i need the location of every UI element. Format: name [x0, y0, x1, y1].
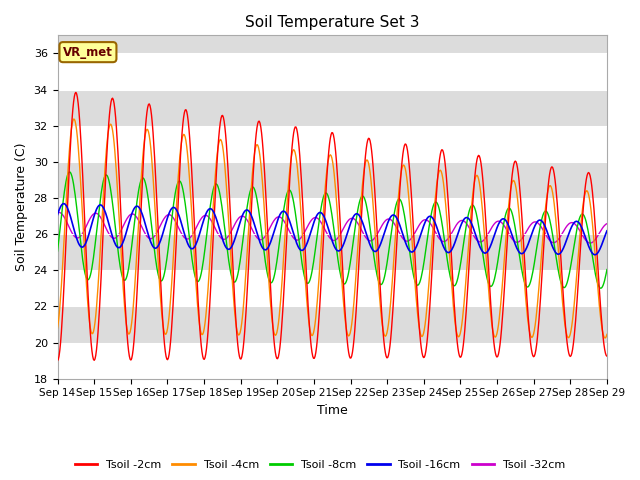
Tsoil -2cm: [177, 152, 184, 158]
Tsoil -8cm: [400, 208, 408, 214]
Bar: [58, 90, 607, 126]
Bar: [58, 234, 607, 270]
Line: Tsoil -16cm: Tsoil -16cm: [58, 204, 607, 255]
Line: Tsoil -4cm: Tsoil -4cm: [58, 119, 607, 338]
Tsoil -32cm: [177, 229, 184, 235]
Tsoil -32cm: [54, 210, 61, 216]
Tsoil -32cm: [400, 237, 408, 242]
Tsoil -16cm: [591, 252, 598, 258]
Tsoil -32cm: [416, 221, 424, 227]
Tsoil -4cm: [177, 147, 184, 153]
Bar: [58, 53, 607, 90]
Tsoil -8cm: [54, 248, 61, 254]
Bar: [58, 343, 607, 379]
Tsoil -16cm: [54, 212, 61, 217]
Tsoil -4cm: [70, 116, 77, 122]
Tsoil -16cm: [65, 207, 72, 213]
Tsoil -16cm: [416, 235, 424, 240]
Tsoil -2cm: [400, 146, 408, 152]
Tsoil -2cm: [603, 353, 611, 359]
Tsoil -8cm: [121, 277, 129, 283]
Bar: [58, 198, 607, 234]
Bar: [58, 270, 607, 306]
Tsoil -2cm: [54, 358, 61, 363]
Tsoil -4cm: [121, 306, 129, 312]
Tsoil -4cm: [400, 162, 408, 168]
Tsoil -4cm: [602, 335, 609, 341]
Tsoil -32cm: [65, 222, 72, 228]
Line: Tsoil -2cm: Tsoil -2cm: [58, 93, 607, 360]
Tsoil -32cm: [55, 210, 63, 216]
Tsoil -8cm: [603, 267, 611, 273]
Tsoil -4cm: [54, 325, 61, 331]
Tsoil -8cm: [416, 279, 424, 285]
Tsoil -16cm: [121, 235, 129, 240]
Tsoil -8cm: [597, 286, 605, 291]
Line: Tsoil -8cm: Tsoil -8cm: [58, 172, 607, 288]
Tsoil -32cm: [586, 240, 594, 246]
Tsoil -16cm: [60, 201, 67, 206]
Tsoil -16cm: [177, 217, 184, 223]
Tsoil -2cm: [416, 330, 424, 336]
Tsoil -2cm: [121, 294, 129, 300]
Title: Soil Temperature Set 3: Soil Temperature Set 3: [245, 15, 419, 30]
Text: VR_met: VR_met: [63, 46, 113, 59]
Bar: [58, 126, 607, 162]
Y-axis label: Soil Temperature (C): Soil Temperature (C): [15, 143, 28, 271]
Line: Tsoil -32cm: Tsoil -32cm: [58, 213, 607, 243]
Tsoil -4cm: [416, 328, 424, 334]
Bar: [58, 162, 607, 198]
X-axis label: Time: Time: [317, 404, 348, 417]
Tsoil -4cm: [63, 176, 71, 181]
Tsoil -8cm: [177, 179, 184, 185]
Tsoil -16cm: [603, 228, 611, 234]
Bar: [58, 306, 607, 343]
Tsoil -2cm: [205, 305, 213, 311]
Tsoil -16cm: [400, 234, 408, 240]
Tsoil -16cm: [205, 206, 213, 212]
Tsoil -8cm: [205, 208, 213, 214]
Tsoil -32cm: [121, 220, 129, 226]
Tsoil -4cm: [603, 332, 611, 337]
Tsoil -2cm: [72, 90, 80, 96]
Tsoil -2cm: [63, 205, 71, 211]
Legend: Tsoil -2cm, Tsoil -4cm, Tsoil -8cm, Tsoil -16cm, Tsoil -32cm: Tsoil -2cm, Tsoil -4cm, Tsoil -8cm, Tsoi…: [70, 456, 570, 474]
Tsoil -32cm: [205, 215, 213, 221]
Tsoil -8cm: [63, 172, 71, 178]
Tsoil -32cm: [603, 221, 611, 227]
Tsoil -8cm: [66, 169, 74, 175]
Tsoil -4cm: [205, 263, 213, 268]
